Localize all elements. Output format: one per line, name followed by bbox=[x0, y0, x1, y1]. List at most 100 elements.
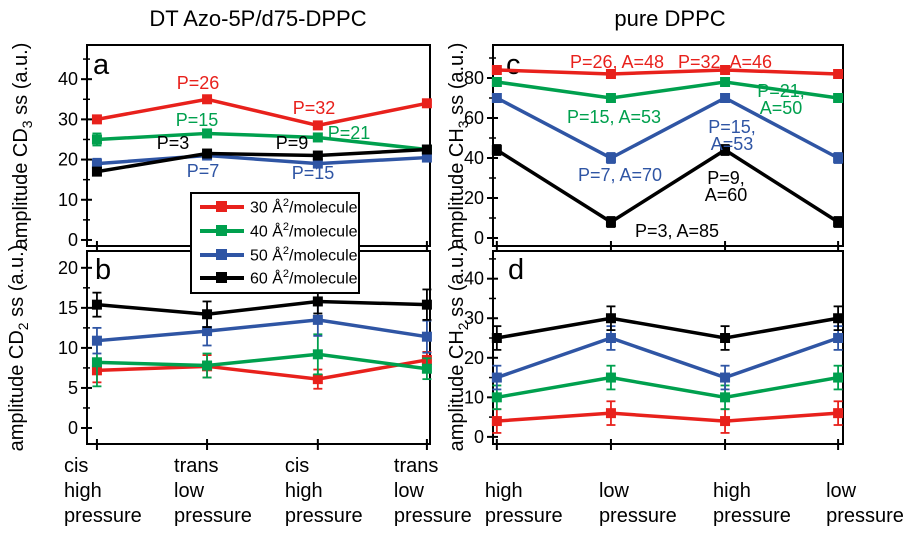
y-tick-label: 20 bbox=[58, 258, 78, 278]
data-marker bbox=[312, 150, 323, 161]
annotation: P=7, A=70 bbox=[578, 165, 662, 185]
data-marker bbox=[312, 120, 323, 131]
data-marker bbox=[491, 145, 502, 155]
series-line bbox=[96, 318, 428, 343]
y-tick-label: 20 bbox=[464, 348, 484, 368]
x-category-label: high pressure bbox=[713, 480, 791, 527]
data-marker bbox=[720, 372, 731, 383]
data-marker bbox=[202, 309, 213, 320]
annotation: P=32, A=46 bbox=[678, 52, 772, 72]
data-marker bbox=[833, 153, 844, 163]
y-tick-label: 20 bbox=[464, 188, 484, 208]
data-marker bbox=[491, 416, 502, 427]
annotation: P=26 bbox=[177, 73, 220, 93]
series-line bbox=[496, 68, 839, 76]
data-marker bbox=[833, 372, 844, 383]
annotation: P=15, A=53 bbox=[567, 107, 661, 127]
data-marker bbox=[833, 408, 844, 419]
y-tick-label: 10 bbox=[58, 338, 78, 358]
data-marker bbox=[202, 94, 213, 105]
series-line bbox=[96, 352, 428, 371]
legend-label: 50 Å2/molecule bbox=[250, 244, 358, 264]
series-line bbox=[96, 299, 427, 317]
y-tick-label: 5 bbox=[68, 378, 78, 398]
series-line bbox=[496, 96, 839, 160]
y-tick-label: 15 bbox=[58, 298, 78, 318]
y-tick-label: 0 bbox=[474, 427, 484, 447]
data-marker bbox=[91, 158, 102, 169]
y-tick-label: 40 bbox=[464, 148, 484, 168]
series-line bbox=[496, 316, 839, 340]
series-line bbox=[96, 153, 428, 166]
data-marker bbox=[421, 363, 432, 374]
panel-frame bbox=[492, 44, 844, 247]
data-marker bbox=[605, 372, 616, 383]
data-marker bbox=[312, 374, 323, 385]
data-marker bbox=[605, 93, 616, 103]
annotation: P=7 bbox=[187, 161, 220, 181]
data-marker bbox=[91, 299, 102, 310]
data-marker bbox=[202, 326, 213, 337]
y-tick-label: 0 bbox=[68, 418, 78, 438]
series-line bbox=[496, 80, 839, 100]
y-tick-label: 0 bbox=[474, 228, 484, 248]
data-marker bbox=[312, 158, 323, 169]
data-marker bbox=[491, 372, 502, 383]
legend-item: 50 Å2/molecule bbox=[200, 245, 358, 265]
data-marker bbox=[833, 69, 844, 79]
data-marker bbox=[421, 152, 432, 163]
annotation: P=15, A=53 bbox=[708, 117, 756, 154]
series-line bbox=[495, 147, 840, 225]
data-marker bbox=[833, 217, 844, 227]
x-category-label: trans low pressure bbox=[393, 455, 472, 527]
data-marker bbox=[91, 335, 102, 346]
panel-frame bbox=[492, 250, 844, 445]
legend-item: 40 Å2/molecule bbox=[200, 221, 358, 241]
legend-item: 30 Å2/molecule bbox=[200, 197, 358, 217]
panel-letter-c: c bbox=[506, 49, 521, 81]
data-marker bbox=[605, 333, 616, 344]
legend-item: 60 Å2/molecule bbox=[200, 268, 358, 288]
data-marker bbox=[421, 98, 432, 109]
series-line bbox=[96, 147, 428, 174]
data-marker bbox=[421, 331, 432, 342]
right-group-title: pure DPPC bbox=[614, 6, 726, 31]
legend-marker-icon bbox=[200, 248, 244, 261]
data-marker bbox=[833, 313, 844, 324]
data-marker bbox=[91, 114, 102, 125]
y-tick-label: 20 bbox=[58, 150, 78, 170]
data-marker bbox=[720, 392, 731, 403]
annotation: P=15 bbox=[176, 110, 219, 130]
series-line bbox=[496, 336, 839, 380]
data-marker bbox=[312, 314, 323, 325]
data-marker bbox=[491, 333, 502, 344]
left-group-title: DT Azo-5P/d75-DPPC bbox=[149, 6, 367, 31]
legend-label: 30 Å2/molecule bbox=[250, 197, 358, 217]
data-marker bbox=[91, 166, 102, 177]
data-marker bbox=[720, 93, 731, 103]
x-category-label: low pressure bbox=[598, 480, 677, 527]
y-tick-label: 10 bbox=[464, 387, 484, 407]
legend-marker-icon bbox=[200, 201, 244, 213]
y-tick-label: 30 bbox=[464, 308, 484, 328]
legend-marker-icon bbox=[200, 272, 244, 284]
annotation: P=21 bbox=[328, 123, 371, 143]
data-marker bbox=[312, 296, 323, 307]
y-tick-label: 60 bbox=[464, 108, 484, 128]
panel-letter-b: b bbox=[95, 254, 112, 286]
legend-marker-icon bbox=[200, 225, 244, 237]
x-category-label: low pressure bbox=[826, 480, 904, 527]
data-marker bbox=[312, 132, 323, 143]
x-category-label: cis high pressure bbox=[284, 455, 363, 527]
data-marker bbox=[491, 77, 502, 87]
annotation: P=21, A=50 bbox=[757, 81, 805, 118]
data-marker bbox=[720, 333, 731, 344]
y-tick-label: 80 bbox=[464, 68, 484, 88]
data-marker bbox=[421, 299, 432, 310]
annotation: P=3 bbox=[157, 133, 190, 153]
data-marker bbox=[720, 65, 731, 75]
series-line bbox=[496, 375, 839, 400]
series-line bbox=[96, 97, 428, 128]
y-tick-label: 40 bbox=[58, 69, 78, 89]
